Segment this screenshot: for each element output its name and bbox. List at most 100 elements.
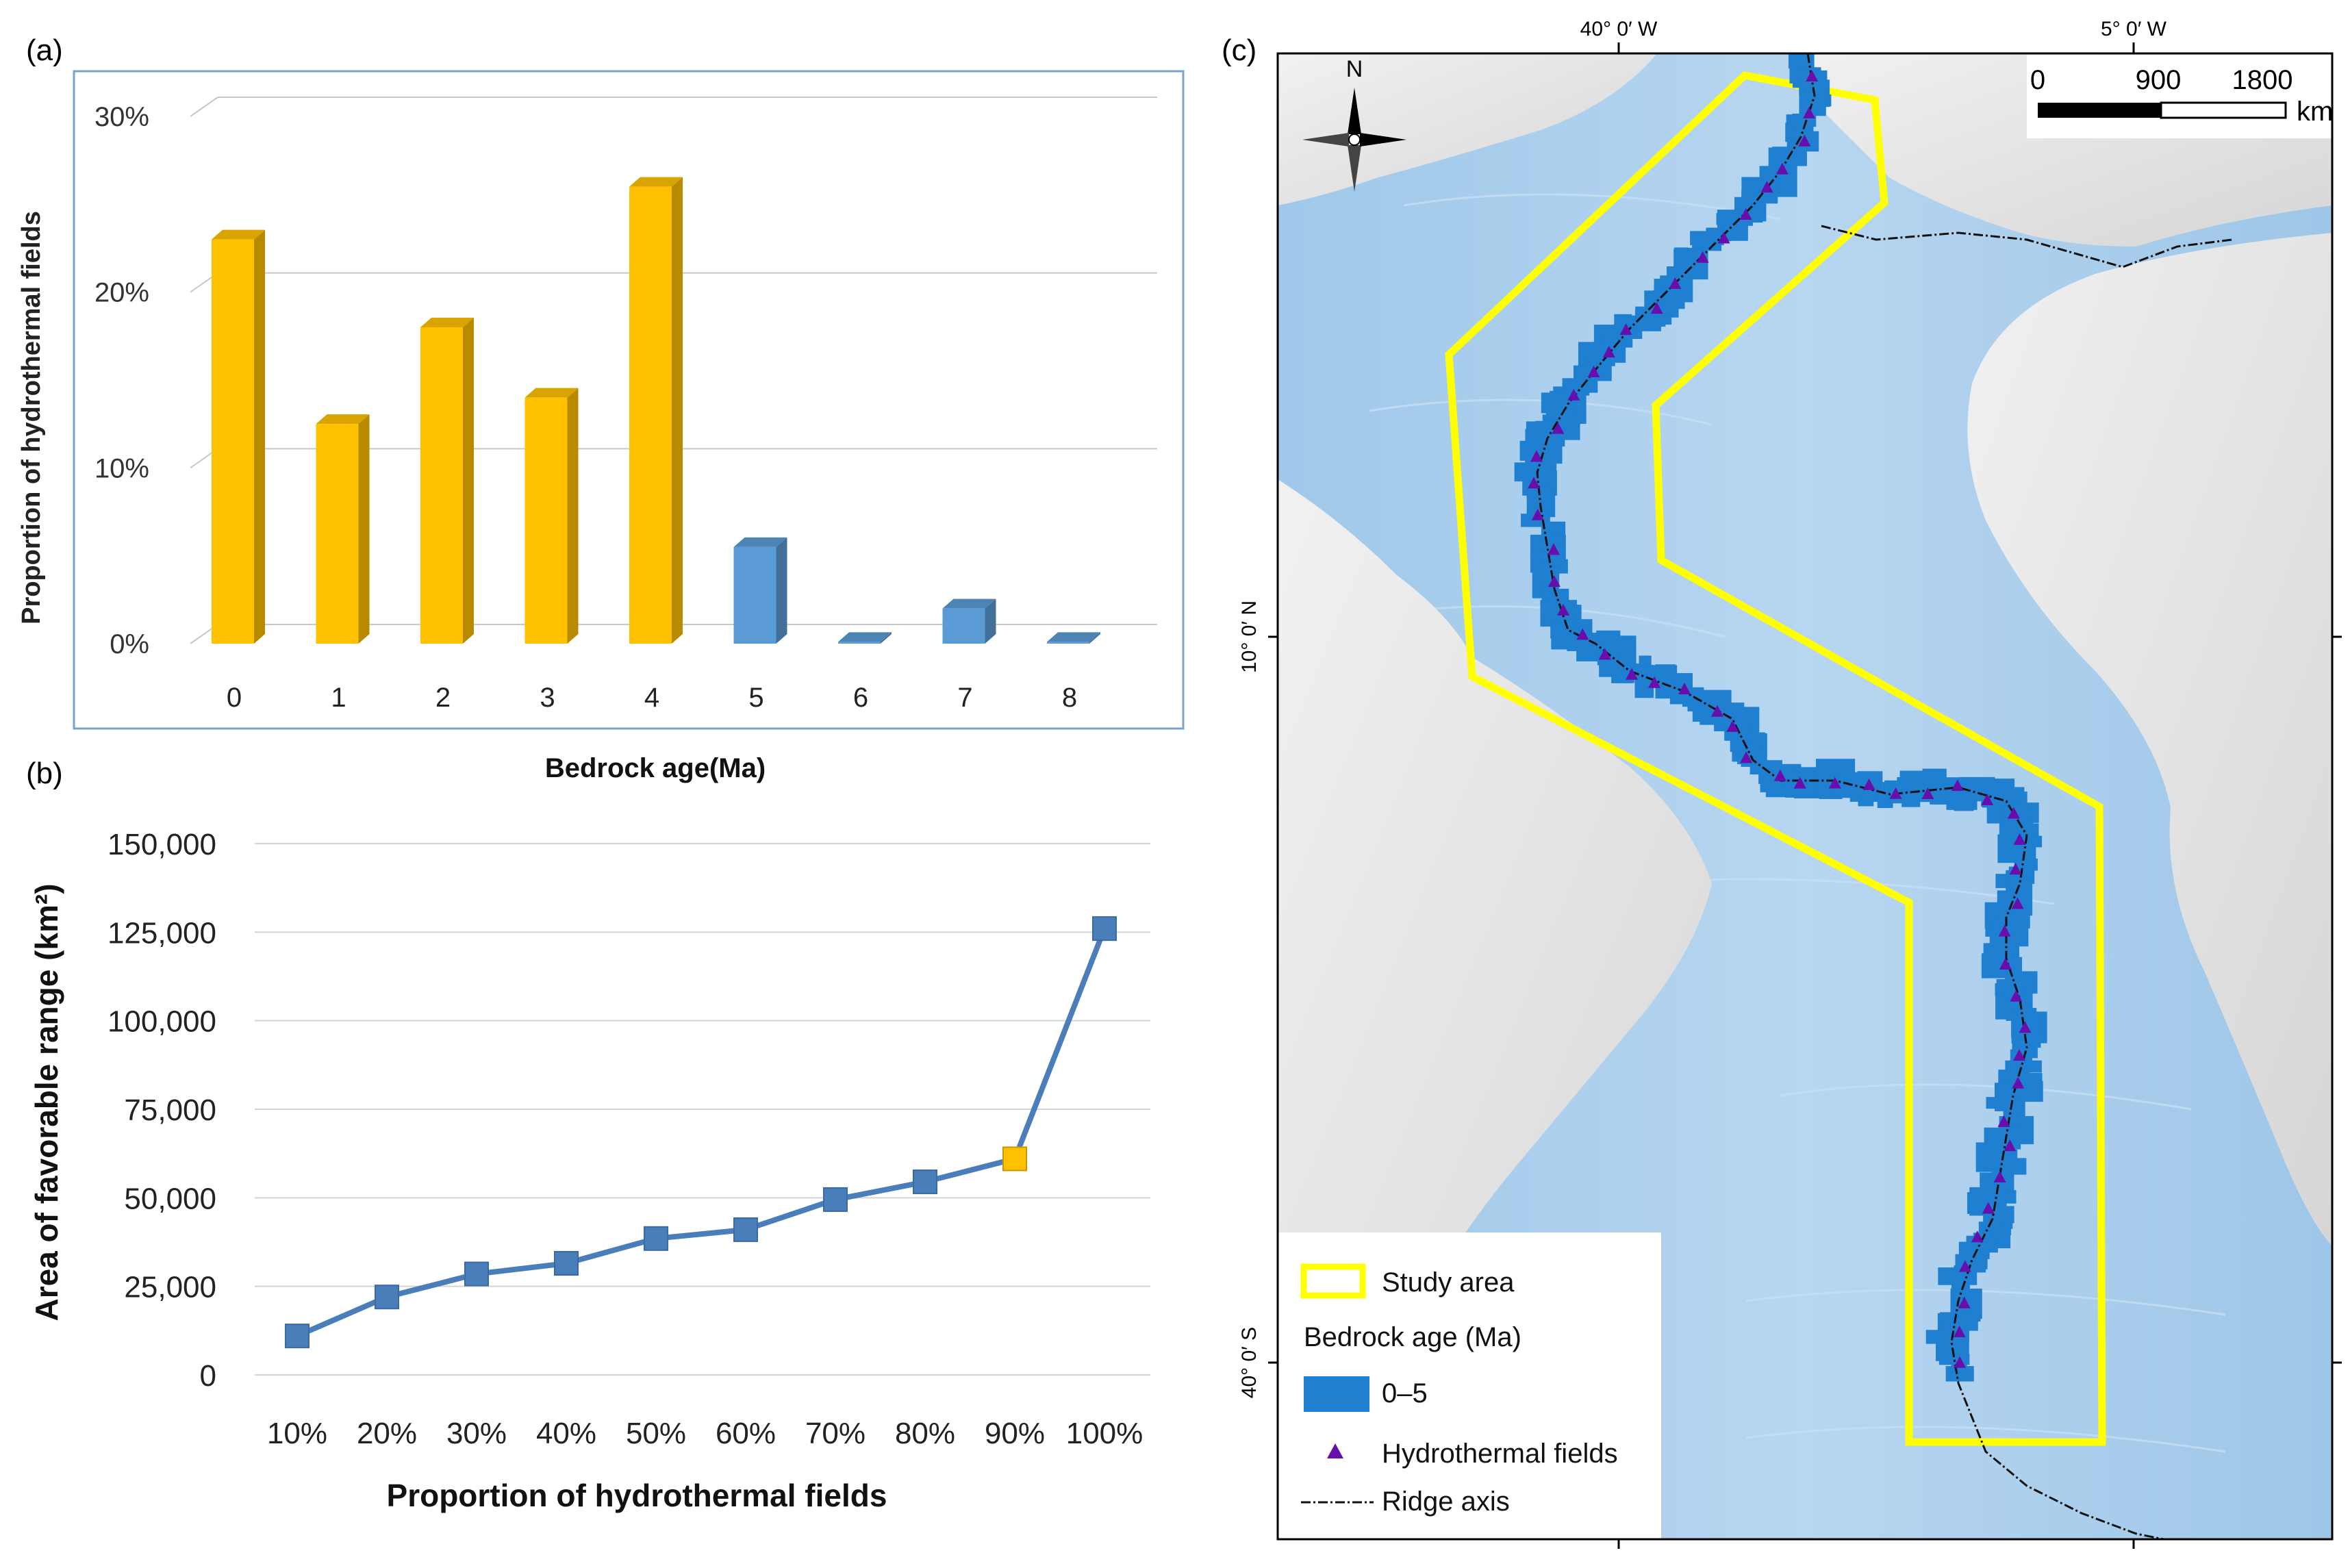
panel-b-x-tick: 20% xyxy=(357,1417,417,1450)
panel-a-x-tick: 0 xyxy=(227,683,242,713)
panel-b-point-60% xyxy=(733,1217,758,1242)
hydrothermal-field-icon xyxy=(1773,769,1786,781)
panel-a: (a) 0% 10% 20% 30% 0 1 2 3 4 5 6 7 8 Proportion of … xyxy=(17,34,1185,783)
panel-b-gridlines xyxy=(255,843,1150,1376)
panel-b-x-tick: 80% xyxy=(895,1417,955,1450)
panel-a-bar-1 xyxy=(316,414,370,644)
bar-front xyxy=(316,424,359,644)
panel-a-y-tick: 30% xyxy=(94,102,149,132)
panel-b-point-30% xyxy=(464,1261,489,1287)
bar-front xyxy=(1047,642,1089,644)
hydrothermal-field-icon xyxy=(1530,450,1543,462)
panel-b-y-tick: 50,000 xyxy=(124,1182,216,1215)
bar-side xyxy=(567,388,579,644)
bar-side xyxy=(881,632,892,644)
hydrothermal-field-icon xyxy=(1999,958,2012,970)
hydrothermal-field-icon xyxy=(1678,683,1691,695)
bar-front xyxy=(525,397,568,644)
panel-b-x-tick-labels: 10% 20% 30% 40% 50% 60% 70% 80% 90% 100% xyxy=(267,1417,1143,1450)
hydrothermal-field-icon xyxy=(1598,648,1611,660)
panel-a-bar-7 xyxy=(942,598,996,644)
bar-top xyxy=(838,632,892,642)
panel-b-x-tick: 50% xyxy=(626,1417,686,1450)
map-legend: Study area Bedrock age (Ma) 0–5 Hydrothe… xyxy=(1278,1232,1661,1539)
hydrothermal-field-icon xyxy=(1828,776,1841,789)
hydrothermal-field-icon xyxy=(1954,1356,1967,1368)
panel-a-x-tick: 3 xyxy=(540,683,555,713)
hydrothermal-field-icon xyxy=(2012,1049,2025,1061)
ridge-axis-branch xyxy=(1821,225,2233,268)
hydrothermal-field-icon xyxy=(1953,1326,1966,1338)
hydrothermal-field-icon xyxy=(2019,1021,2032,1033)
panel-b-y-tick-labels: 0 25,000 50,000 75,000 100,000 125,000 150,000 xyxy=(108,828,216,1393)
lon-label-5w: 5° 0′ W xyxy=(2101,18,2167,40)
bar-front xyxy=(942,608,985,644)
hydrothermal-field-icon xyxy=(1889,787,1902,799)
panel-b-point-40% xyxy=(554,1251,579,1276)
hydrothermal-field-icon xyxy=(1958,1260,1971,1272)
bar-front xyxy=(733,546,776,644)
hydrothermal-field-icon xyxy=(1547,543,1560,555)
lon-label-40w: 40° 0′ W xyxy=(1580,18,1658,40)
land-africa xyxy=(1967,233,2332,1246)
scale-tick-1800: 1800 xyxy=(2232,65,2293,95)
panel-a-bar-3 xyxy=(525,388,579,644)
panel-c: (c) xyxy=(1222,18,2342,1549)
bar-side xyxy=(985,598,996,644)
scale-bar: 0 900 1800 km xyxy=(2027,55,2333,138)
panel-a-bar-8 xyxy=(1047,632,1100,644)
scale-unit: km xyxy=(2297,97,2333,127)
hydrothermal-field-icon xyxy=(1951,779,1964,792)
hydrothermal-field-icon xyxy=(1997,1115,2010,1127)
ridge-axis xyxy=(1536,53,2164,1539)
panel-a-x-tick: 4 xyxy=(644,683,659,713)
panel-b-x-tick: 10% xyxy=(267,1417,327,1450)
hydrothermal-field-icon xyxy=(1552,422,1565,434)
panel-b-y-axis-title: Area of favorable range (km²) xyxy=(29,883,64,1321)
bar-top xyxy=(1047,632,1100,642)
panel-b-x-tick: 40% xyxy=(536,1417,596,1450)
panel-b-series xyxy=(285,916,1117,1349)
hydrothermal-field-icon xyxy=(1862,778,1875,790)
panel-a-x-tick: 8 xyxy=(1062,683,1077,713)
bar-front xyxy=(629,186,672,644)
hydrothermal-field-icon xyxy=(1717,231,1730,244)
panel-b-x-tick: 90% xyxy=(985,1417,1045,1450)
panel-a-y-axis-title: Proportion of hydrothermal fields xyxy=(17,211,46,624)
bar-top xyxy=(629,177,683,187)
bar-side xyxy=(672,177,683,644)
hydrothermal-field-icon xyxy=(1619,323,1632,336)
panel-b-y-tick: 100,000 xyxy=(108,1005,216,1039)
hydrothermal-field-icon xyxy=(2010,989,2023,1002)
panel-b-point-10% xyxy=(285,1324,309,1349)
hydrothermal-field-icon xyxy=(1798,134,1811,147)
bedrock-patch xyxy=(2005,1060,2042,1073)
legend-ridge-label: Ridge axis xyxy=(1382,1487,1510,1517)
panel-a-x-tick: 5 xyxy=(748,683,763,713)
bar-front xyxy=(212,239,254,644)
hydrothermal-field-icon xyxy=(1587,365,1600,377)
panel-b-x-tick: 30% xyxy=(446,1417,507,1450)
hydrothermal-field-icon xyxy=(1760,181,1773,193)
panel-a-x-tick-labels: 0 1 2 3 4 5 6 7 8 xyxy=(227,683,1077,713)
bedrock-patch xyxy=(1984,1217,2001,1238)
map-frame xyxy=(1276,52,2334,1541)
scale-bar-background xyxy=(2027,55,2332,138)
hydrothermal-field-icon xyxy=(1648,676,1661,688)
panel-b-y-tick: 150,000 xyxy=(108,828,216,861)
panel-b-point-50% xyxy=(644,1226,668,1251)
hydrothermal-field-icon xyxy=(1626,668,1639,680)
panel-a-bars xyxy=(212,177,1100,644)
hydrothermal-field-icon xyxy=(1567,388,1580,401)
hydrothermal-field-icon xyxy=(1528,477,1541,489)
panel-a-bar-2 xyxy=(420,318,474,644)
panel-a-y-tick: 0% xyxy=(110,629,149,659)
bar-top xyxy=(212,229,265,240)
hydrothermal-field-icon xyxy=(2013,833,2026,845)
panel-a-x-tick: 1 xyxy=(331,683,346,713)
panel-b-y-tick: 125,000 xyxy=(108,916,216,950)
legend-hydrothermal-icon xyxy=(1327,1443,1343,1458)
panel-a-bar-4 xyxy=(629,177,683,644)
hydrothermal-field-icon xyxy=(2007,807,2020,819)
